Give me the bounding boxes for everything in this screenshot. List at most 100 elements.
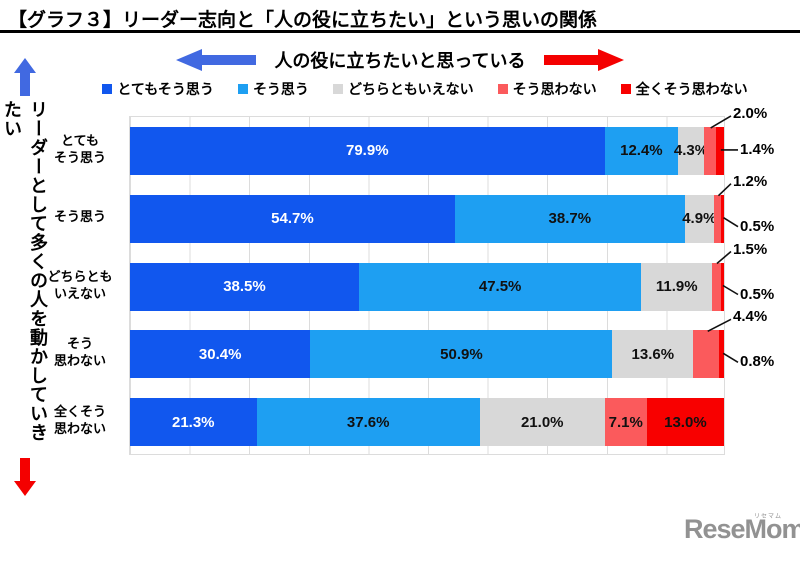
plot-area: 79.9% 12.4% 4.3% 54.7% 38.7% 4.9% 38.5% 47.5% 11… bbox=[129, 116, 725, 455]
title-rule bbox=[0, 30, 800, 33]
bar-segment: 21.0% bbox=[479, 398, 605, 447]
segment-value-label: 13.0% bbox=[664, 413, 707, 431]
callout-value-label: 1.2% bbox=[733, 172, 768, 190]
bar-segment: 38.5% bbox=[130, 262, 359, 311]
bar-segment: 38.7% bbox=[454, 194, 685, 243]
legend-swatch-icon bbox=[332, 84, 343, 94]
bar-segment bbox=[715, 126, 724, 175]
category-label: そう思う bbox=[36, 194, 124, 242]
category-label-line: 全くそう bbox=[53, 404, 106, 420]
legend: とてもそう思う そう思う どちらともいえない そう思わない 全くそう思わない bbox=[50, 78, 800, 100]
stacked-bar-row: 79.9% 12.4% 4.3% bbox=[130, 126, 724, 175]
bar-segment: 4.3% bbox=[674, 126, 708, 175]
category-label: とても そう思う bbox=[36, 126, 124, 174]
category-label-line: そう思う bbox=[53, 149, 106, 165]
arrow-down-icon bbox=[14, 458, 36, 496]
legend-swatch-icon bbox=[237, 84, 248, 94]
category-label-line: そう bbox=[66, 336, 93, 352]
segment-value-label: 38.5% bbox=[223, 278, 266, 295]
category-label: 全くそう 思わない bbox=[36, 397, 124, 445]
category-label-line: 思わない bbox=[53, 421, 106, 437]
callout-value-label: 4.4% bbox=[733, 308, 768, 326]
category-label: どちらとも いえない bbox=[36, 262, 124, 310]
segment-value-label: 21.3% bbox=[171, 413, 215, 431]
category-label-line: いえない bbox=[53, 285, 106, 301]
header-arrow-label: 人の役に立ちたいと思っている bbox=[274, 51, 526, 71]
bar-segment: 21.3% bbox=[130, 398, 257, 447]
arrow-left-icon bbox=[176, 49, 257, 71]
category-label-line: そう思う bbox=[53, 209, 106, 225]
bar-segment: 4.9% bbox=[682, 194, 717, 243]
callout-value-label: 0.5% bbox=[740, 285, 775, 303]
segment-value-label: 37.6% bbox=[346, 413, 390, 431]
legend-label: どちらともいえない bbox=[347, 81, 474, 97]
segment-value-label: 50.9% bbox=[440, 345, 483, 363]
bar-segment bbox=[713, 194, 722, 243]
legend-item: 全くそう思わない bbox=[620, 79, 748, 99]
segment-value-label: 30.4% bbox=[198, 345, 242, 363]
stacked-bar-row: 38.5% 47.5% 11.9% bbox=[130, 262, 724, 311]
page-title: 【グラフ３】リーダー志向と「人の役に立ちたい」という思いの関係 bbox=[8, 10, 598, 31]
bar-segment bbox=[719, 330, 724, 379]
segment-value-label: 21.0% bbox=[520, 413, 564, 431]
category-label-line: どちらとも bbox=[47, 268, 113, 284]
stacked-bar-row: 21.3% 37.6% 21.0% 7.1% 13.0% bbox=[130, 398, 724, 447]
callout-line bbox=[722, 284, 739, 296]
bar-segment bbox=[721, 262, 724, 311]
legend-item: そう思わない bbox=[497, 79, 597, 99]
callout-value-label: 0.8% bbox=[740, 353, 775, 371]
header-arrow-row: 人の役に立ちたいと思っている bbox=[0, 46, 800, 74]
resemom-logo: ReseMom. リセマム bbox=[684, 514, 800, 548]
callout-value-label: 1.4% bbox=[740, 140, 775, 158]
legend-label: 全くそう思わない bbox=[635, 81, 748, 97]
bar-segment: 47.5% bbox=[358, 262, 642, 311]
arrow-right-icon bbox=[543, 49, 624, 71]
callout-line bbox=[723, 217, 739, 228]
legend-swatch-icon bbox=[102, 84, 113, 94]
category-label: そう 思わない bbox=[36, 329, 124, 377]
arrow-up-icon bbox=[14, 58, 36, 96]
legend-label: そう思う bbox=[252, 81, 309, 97]
segment-value-label: 4.9% bbox=[682, 210, 717, 228]
legend-swatch-icon bbox=[497, 84, 508, 94]
segment-value-label: 38.7% bbox=[548, 210, 592, 228]
segment-value-label: 11.9% bbox=[655, 278, 698, 295]
legend-label: そう思わない bbox=[512, 81, 597, 97]
category-label-line: 思わない bbox=[53, 353, 106, 369]
bar-segment bbox=[703, 126, 716, 175]
bar-segment: 13.0% bbox=[646, 398, 724, 447]
legend-label: とてもそう思う bbox=[117, 81, 214, 97]
y-axis-label-group: リーダーとして多くの人を動かしていきたい bbox=[2, 58, 48, 496]
stacked-bar-row: 54.7% 38.7% 4.9% bbox=[130, 194, 724, 243]
segment-value-label: 54.7% bbox=[271, 210, 314, 228]
segment-value-label: 47.5% bbox=[478, 278, 522, 295]
legend-item: そう思う bbox=[237, 79, 309, 99]
bar-segment: 13.6% bbox=[612, 330, 694, 379]
bar-segment bbox=[693, 330, 720, 379]
bar-segment: 12.4% bbox=[604, 126, 679, 175]
bar-segment: 11.9% bbox=[641, 262, 713, 311]
resemom-logo-text: ReseMom. bbox=[684, 514, 800, 544]
legend-item: どちらともいえない bbox=[332, 79, 474, 99]
legend-swatch-icon bbox=[620, 84, 631, 94]
bar-segment: 30.4% bbox=[130, 330, 311, 379]
bar-segment bbox=[712, 262, 722, 311]
segment-value-label: 12.4% bbox=[620, 142, 663, 160]
bar-segment: 79.9% bbox=[130, 126, 605, 175]
bar-segment: 37.6% bbox=[256, 398, 480, 447]
bar-segment: 7.1% bbox=[604, 398, 647, 447]
segment-value-label: 13.6% bbox=[631, 345, 675, 363]
segment-value-label: 79.9% bbox=[346, 142, 389, 160]
category-label-line: とても bbox=[61, 133, 99, 148]
bar-segment: 54.7% bbox=[130, 194, 455, 243]
bar-segment: 50.9% bbox=[310, 330, 613, 379]
segment-value-label: 4.3% bbox=[673, 142, 709, 160]
resemom-logo-ruby: リセマム bbox=[753, 514, 782, 520]
callout-value-label: 0.5% bbox=[740, 217, 775, 235]
callout-line bbox=[722, 352, 739, 363]
y-axis-label: リーダーとして多くの人を動かしていきたい bbox=[2, 100, 48, 442]
callout-value-label: 2.0% bbox=[733, 104, 768, 122]
stacked-bar-row: 30.4% 50.9% 13.6% bbox=[130, 330, 724, 379]
segment-value-label: 7.1% bbox=[608, 413, 643, 431]
